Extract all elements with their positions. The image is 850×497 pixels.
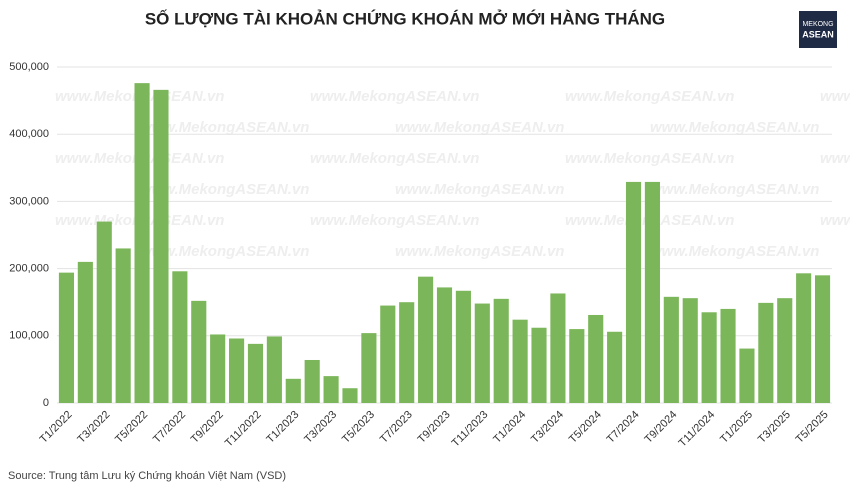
logo-text: MEKONG	[802, 21, 833, 28]
bar	[455, 290, 471, 403]
watermark: www.MekongASEAN.vn	[140, 119, 309, 136]
bar	[380, 305, 396, 403]
watermark: www.MekongASEAN.vn	[650, 243, 819, 260]
bar	[285, 378, 301, 403]
bar	[229, 338, 245, 403]
bar	[247, 343, 264, 403]
bar	[153, 89, 169, 404]
bar	[474, 303, 490, 403]
watermark: www.MekongASEAN.vn	[565, 150, 734, 167]
x-tick-label: T3/2023	[302, 409, 339, 446]
watermark: www.MekongASEAN.vn	[820, 88, 850, 105]
bar	[266, 336, 282, 403]
x-tick-label: T7/2024	[605, 409, 642, 446]
bar	[77, 261, 93, 403]
x-tick-label: T5/2023	[340, 409, 377, 446]
x-tick-label: T1/2023	[264, 409, 301, 446]
bar	[607, 331, 623, 403]
x-tick-label: T3/2024	[529, 409, 566, 446]
bar	[758, 302, 774, 403]
source: Source: Trung tâm Lưu ký Chứng khoán Việ…	[8, 470, 286, 482]
bar	[569, 329, 585, 403]
bar	[323, 376, 339, 403]
bar	[115, 248, 131, 403]
bar	[399, 302, 415, 403]
x-tick-label: T1/2022	[38, 409, 75, 446]
logo-box	[799, 11, 837, 48]
bar	[342, 388, 358, 403]
bar	[701, 312, 717, 403]
x-tick-label: T5/2025	[794, 409, 831, 446]
watermark: www.MekongASEAN.vn	[310, 150, 479, 167]
y-tick-label: 0	[43, 397, 49, 409]
x-tick-label: T11/2024	[677, 409, 718, 450]
watermark: www.MekongASEAN.vn	[395, 181, 564, 198]
x-tick-label: T5/2024	[567, 409, 604, 446]
x-tick-label: T7/2022	[151, 409, 188, 446]
y-tick-label: 500,000	[9, 61, 49, 73]
bar	[550, 293, 566, 403]
x-tick-label: T7/2023	[378, 409, 415, 446]
x-tick-label: T5/2022	[113, 409, 150, 446]
chart-title: SỐ LƯỢNG TÀI KHOẢN CHỨNG KHOÁN MỞ MỚI HÀ…	[145, 8, 665, 28]
watermark: www.MekongASEAN.vn	[650, 119, 819, 136]
logo-text: ASEAN	[802, 29, 834, 39]
bar	[361, 333, 377, 403]
watermark: www.MekongASEAN.vn	[395, 243, 564, 260]
bar	[436, 287, 453, 403]
bar	[588, 314, 604, 403]
x-tick-label: T11/2022	[223, 409, 264, 450]
bar	[663, 296, 679, 403]
bar	[644, 181, 660, 403]
bar	[739, 348, 755, 403]
watermark: www.MekongASEAN.vn	[310, 88, 479, 105]
bar	[134, 83, 150, 404]
bar	[191, 300, 207, 403]
y-tick-label: 100,000	[9, 330, 49, 342]
bar	[172, 271, 188, 403]
y-tick-label: 200,000	[9, 263, 49, 275]
x-tick-label: T3/2025	[756, 409, 793, 446]
bar	[210, 334, 226, 403]
y-tick-label: 400,000	[9, 128, 49, 140]
bar	[720, 308, 736, 403]
bar	[58, 272, 75, 403]
x-tick-label: T9/2023	[416, 409, 453, 446]
bar	[96, 221, 112, 403]
watermark: www.MekongASEAN.vn	[565, 88, 734, 105]
bar	[418, 276, 434, 403]
bar	[814, 275, 831, 403]
x-tick-label: T9/2024	[642, 409, 679, 446]
bar	[682, 298, 698, 403]
x-tick-label: T9/2022	[189, 409, 226, 446]
x-tick-label: T11/2023	[450, 409, 491, 450]
bar	[777, 298, 793, 403]
bar	[304, 359, 320, 403]
bar	[512, 319, 528, 403]
watermark: www.MekongASEAN.vn	[820, 150, 850, 167]
watermark: www.MekongASEAN.vn	[650, 181, 819, 198]
bar	[796, 273, 812, 403]
bar	[531, 327, 547, 403]
bar	[493, 298, 509, 403]
watermark: www.MekongASEAN.vn	[310, 212, 479, 229]
y-tick-label: 300,000	[9, 195, 49, 207]
watermark: www.MekongASEAN.vn	[140, 181, 309, 198]
watermark: www.MekongASEAN.vn	[140, 243, 309, 260]
watermark: www.MekongASEAN.vn	[820, 212, 850, 229]
x-tick-label: T3/2022	[75, 409, 112, 446]
watermark: www.MekongASEAN.vn	[395, 119, 564, 136]
x-tick-label: T1/2025	[718, 409, 755, 446]
bar	[625, 181, 642, 403]
x-tick-label: T1/2024	[491, 409, 528, 446]
